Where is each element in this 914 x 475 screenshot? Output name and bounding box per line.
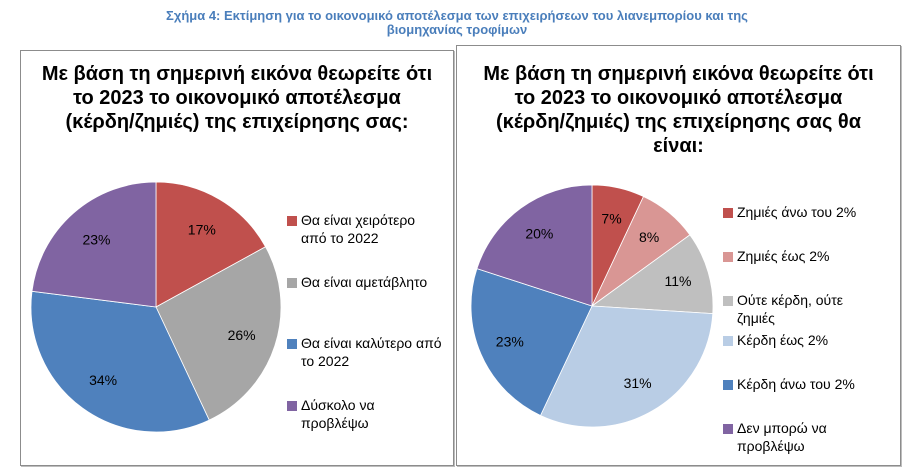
legend-label-line: Κέρδη άνω του 2%: [737, 376, 855, 392]
slice-data-label: 8%: [639, 229, 659, 245]
legend-label-line: προβλέψω: [737, 438, 805, 454]
legend-label-line: προβλέψω: [301, 415, 369, 431]
legend-label-line: Θα είναι χειρότερο: [301, 212, 416, 228]
pie-slice: [470, 268, 593, 417]
legend-swatch-icon: [287, 278, 297, 288]
chart-title-line: Με βάση τη σημερινή εικόνα θεωρείτε ότι: [41, 63, 433, 85]
legend-label: Δεν μπορώ να προβλέψω: [737, 419, 827, 455]
legend-label: Κέρδη έως 2%: [737, 331, 828, 349]
legend-swatch-icon: [723, 296, 733, 306]
legend-item: Ζημιές άνω του 2%: [723, 203, 856, 221]
legend-swatch-icon: [723, 208, 733, 218]
slice-data-label: 7%: [601, 211, 621, 227]
legend-item: Κέρδη έως 2%: [723, 331, 828, 349]
chart-title-line: είναι:: [653, 135, 704, 157]
legend-label-line: από το 2022: [301, 230, 379, 246]
chart-title-line: (κέρδη/ζημιές) της επιχείρησης σας θα: [496, 111, 861, 133]
legend-label: Δύσκολο να προβλέψω: [301, 396, 375, 432]
slice-data-label: 20%: [525, 226, 553, 242]
legend-label-line: Θα είναι καλύτερο από: [301, 335, 442, 351]
legend-label-line: Ούτε κέρδη, ούτε: [737, 292, 843, 308]
legend-label-line: Ζημιές έως 2%: [737, 248, 830, 264]
legend-item: Δεν μπορώ να προβλέψω: [723, 419, 827, 455]
slice-data-label: 23%: [82, 231, 110, 247]
chart-title-line: το 2023 το οικονομικό αποτέλεσμα: [73, 87, 401, 109]
chart-title-line: Με βάση τη σημερινή εικόνα θεωρείτε ότι: [483, 63, 874, 85]
legend-label-line: ζημιές: [737, 310, 775, 326]
chart-title-line: το 2023 το οικονομικό αποτέλεσμα: [514, 87, 843, 109]
chart-panel-current-outlook: Με βάση τη σημερινή εικόνα θεωρείτε ότι …: [20, 50, 454, 466]
legend-swatch-icon: [287, 401, 297, 411]
chart-title: Με βάση τη σημερινή εικόνα θεωρείτε ότι …: [21, 62, 453, 134]
legend-item: Κέρδη άνω του 2%: [723, 375, 855, 393]
pie-slice: [30, 290, 210, 433]
legend-swatch-icon: [723, 252, 733, 262]
chart-panel-profit-loss-forecast: Με βάση τη σημερινή εικόνα θεωρείτε ότι …: [456, 45, 901, 466]
pie-slice: [31, 181, 157, 308]
pie-slice: [155, 246, 282, 421]
legend-label-line: Δύσκολο να: [301, 397, 375, 413]
legend-item: Δύσκολο να προβλέψω: [287, 396, 375, 432]
legend-item: Θα είναι καλύτερο από το 2022: [287, 334, 442, 370]
figure-title-line-2: βιομηχανίας τροφίμων: [386, 22, 528, 37]
legend-label: Θα είναι χειρότερο από το 2022: [301, 211, 415, 247]
legend-swatch-icon: [723, 424, 733, 434]
pie-slice: [539, 305, 714, 428]
legend-label: Θα είναι καλύτερο από το 2022: [301, 334, 442, 370]
legend-label-line: Ζημιές άνω του 2%: [737, 204, 857, 220]
legend-label-line: το 2022: [301, 353, 350, 369]
slice-data-label: 34%: [89, 372, 117, 388]
figure-title-line-1: Σχήμα 4: Εκτίμηση για το οικονομικό αποτ…: [166, 8, 748, 23]
legend-swatch-icon: [723, 336, 733, 346]
legend-item: Θα είναι αμετάβλητο: [287, 273, 427, 291]
chart-title: Με βάση τη σημερινή εικόνα θεωρείτε ότι …: [457, 62, 900, 158]
legend-label: Ούτε κέρδη, ούτε ζημιές: [737, 291, 843, 327]
slice-data-label: 26%: [228, 327, 256, 343]
legend-swatch-icon: [287, 216, 297, 226]
legend-item: Ούτε κέρδη, ούτε ζημιές: [723, 291, 843, 327]
slice-data-label: 31%: [624, 375, 652, 391]
legend-label: Θα είναι αμετάβλητο: [301, 273, 427, 291]
legend-swatch-icon: [287, 339, 297, 349]
legend-label: Ζημιές έως 2%: [737, 247, 829, 265]
legend-label: Κέρδη άνω του 2%: [737, 375, 855, 393]
chart-title-line: (κέρδη/ζημιές) της επιχείρησης σας:: [65, 111, 409, 133]
legend-item: Ζημιές έως 2%: [723, 247, 829, 265]
legend-label-line: Κέρδη έως 2%: [737, 332, 829, 348]
slice-data-label: 11%: [664, 273, 691, 289]
pie-slice: [155, 181, 267, 308]
legend-label: Ζημιές άνω του 2%: [737, 203, 856, 221]
legend-label-line: Δεν μπορώ να: [737, 420, 827, 436]
pie-slice: [590, 234, 714, 315]
legend-swatch-icon: [723, 380, 733, 390]
pie-slice: [476, 184, 593, 307]
slice-data-label: 17%: [188, 222, 216, 238]
legend-label-line: Θα είναι αμετάβλητο: [301, 274, 428, 290]
slice-data-label: 23%: [496, 334, 524, 350]
pie-chart-profit-loss: 7% 8% 11% 31% 23% 20%: [470, 184, 714, 428]
legend-item: Θα είναι χειρότερο από το 2022: [287, 211, 415, 247]
pie-chart-outlook: 17% 26% 34% 23%: [30, 181, 282, 433]
figure-title: Σχήμα 4: Εκτίμηση για το οικονομικό αποτ…: [0, 9, 914, 37]
